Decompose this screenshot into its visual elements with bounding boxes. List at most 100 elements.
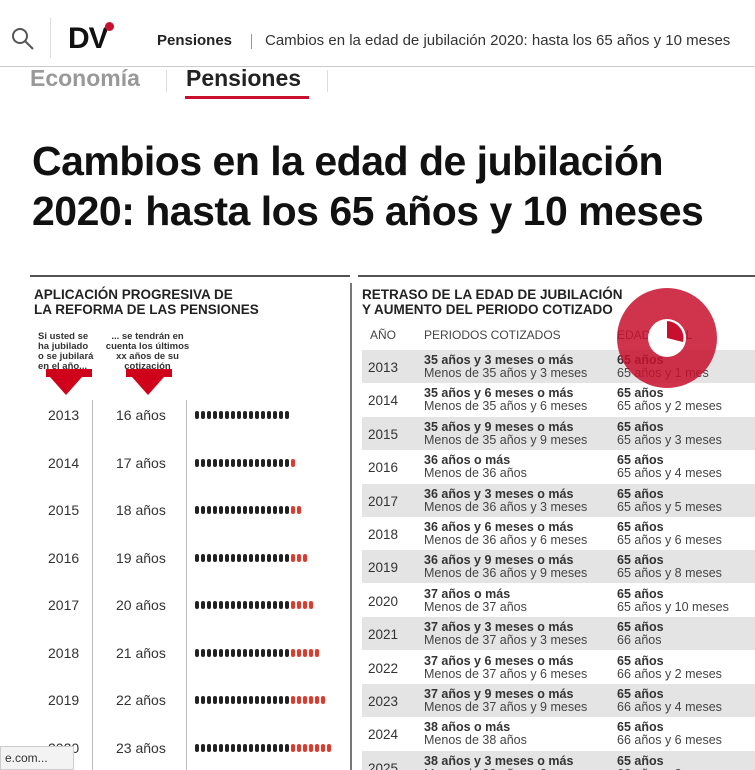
nav-sep	[166, 70, 167, 92]
period-min: 36 años y 3 meses o más	[424, 486, 574, 501]
year: 2016	[368, 460, 399, 476]
headline: Cambios en la edad de jubilación	[32, 138, 664, 184]
dot	[237, 696, 241, 704]
age-full: 65 años	[617, 620, 664, 635]
arrow	[132, 377, 164, 395]
dot	[231, 648, 235, 657]
dot	[261, 553, 265, 562]
period-less: Menos de 36 años y 6 meses	[424, 533, 588, 547]
dot	[249, 458, 253, 467]
breadcrumb-section[interactable]: Pensiones	[157, 32, 233, 49]
dot	[255, 506, 259, 514]
nav-item[interactable]: Economía	[30, 65, 140, 91]
nav-underline	[185, 96, 309, 99]
age-partial: 65 años y 3 meses	[617, 432, 722, 447]
year: 2025	[368, 760, 399, 770]
divider	[50, 18, 51, 58]
period-less: Menos de 35 años y 3 meses	[424, 366, 588, 380]
dot	[195, 458, 199, 467]
col-header: en el año...	[38, 361, 88, 372]
year: 2013	[48, 407, 80, 423]
red-bar	[126, 369, 172, 377]
dot	[219, 648, 223, 657]
period-less: Menos de 35 años y 9 meses	[424, 432, 588, 447]
dot	[321, 743, 325, 752]
year: 2013	[368, 360, 399, 375]
dot	[237, 411, 241, 419]
period-less: Menos de 38 años y 3 meses	[424, 767, 587, 770]
dot	[231, 696, 235, 704]
dot	[249, 411, 253, 419]
dot	[261, 648, 265, 657]
table-row	[362, 483, 755, 518]
search-icon[interactable]	[10, 26, 36, 52]
dot	[201, 411, 205, 419]
dot	[219, 743, 223, 752]
nav-sep	[327, 70, 328, 92]
dot	[225, 458, 229, 467]
dot	[267, 458, 271, 467]
dot	[285, 553, 289, 562]
period-min: 36 años o más	[424, 453, 511, 468]
year: 2021	[368, 627, 399, 643]
dot	[219, 553, 223, 562]
dot	[213, 458, 217, 467]
col-header: Si usted se	[38, 331, 89, 342]
dot	[309, 648, 313, 657]
dot	[213, 553, 217, 562]
dot	[231, 458, 235, 467]
years: 18 años	[116, 502, 166, 518]
dot	[249, 743, 253, 752]
dot	[297, 743, 301, 752]
table-row	[362, 650, 755, 685]
dot	[273, 458, 277, 467]
dot	[279, 553, 283, 562]
period-less: Menos de 36 años y 3 meses	[424, 499, 588, 514]
dot	[249, 696, 253, 704]
dot	[207, 601, 211, 609]
dot	[207, 743, 211, 752]
breadcrumb-sep	[251, 34, 252, 49]
dot	[255, 601, 259, 609]
dot	[201, 601, 205, 609]
dot	[303, 743, 307, 752]
dot	[237, 743, 241, 752]
year: 2014	[368, 393, 399, 409]
dot	[255, 553, 259, 562]
logo[interactable]: DV	[68, 22, 109, 55]
col-header: xx años de su	[116, 351, 179, 362]
dot	[243, 553, 247, 562]
dot	[279, 506, 283, 514]
left-title: LA REFORMA DE LAS PENSIONES	[34, 302, 259, 317]
dot	[273, 506, 277, 514]
dot	[291, 458, 295, 467]
years: 19 años	[116, 549, 166, 566]
dot	[315, 648, 319, 657]
period-less: Menos de 37 años	[424, 599, 527, 614]
dot	[237, 458, 241, 467]
age-partial: 65 años y 5 meses	[617, 499, 722, 514]
dot	[243, 506, 247, 514]
dot	[207, 458, 211, 467]
period-less: Menos de 38 años	[424, 733, 527, 748]
dot	[213, 648, 217, 657]
dots	[195, 506, 355, 514]
years: 22 años	[116, 692, 166, 708]
dot	[285, 696, 289, 704]
dot	[279, 696, 283, 704]
dot	[207, 411, 211, 419]
dot	[297, 648, 301, 657]
dot	[291, 696, 295, 704]
dot	[309, 601, 313, 609]
years: 23 años	[116, 739, 166, 756]
dot	[273, 743, 277, 752]
dot	[213, 601, 217, 609]
dot	[321, 696, 325, 704]
dot	[201, 458, 205, 467]
nav-item-active[interactable]: Pensiones	[186, 65, 302, 91]
dot	[303, 696, 307, 704]
right-title: RETRASO DE LA EDAD DE JUBILACIÓN	[362, 287, 623, 302]
dot	[309, 696, 313, 704]
headline: 2020: hasta los 65 años y 10 meses	[32, 188, 704, 234]
